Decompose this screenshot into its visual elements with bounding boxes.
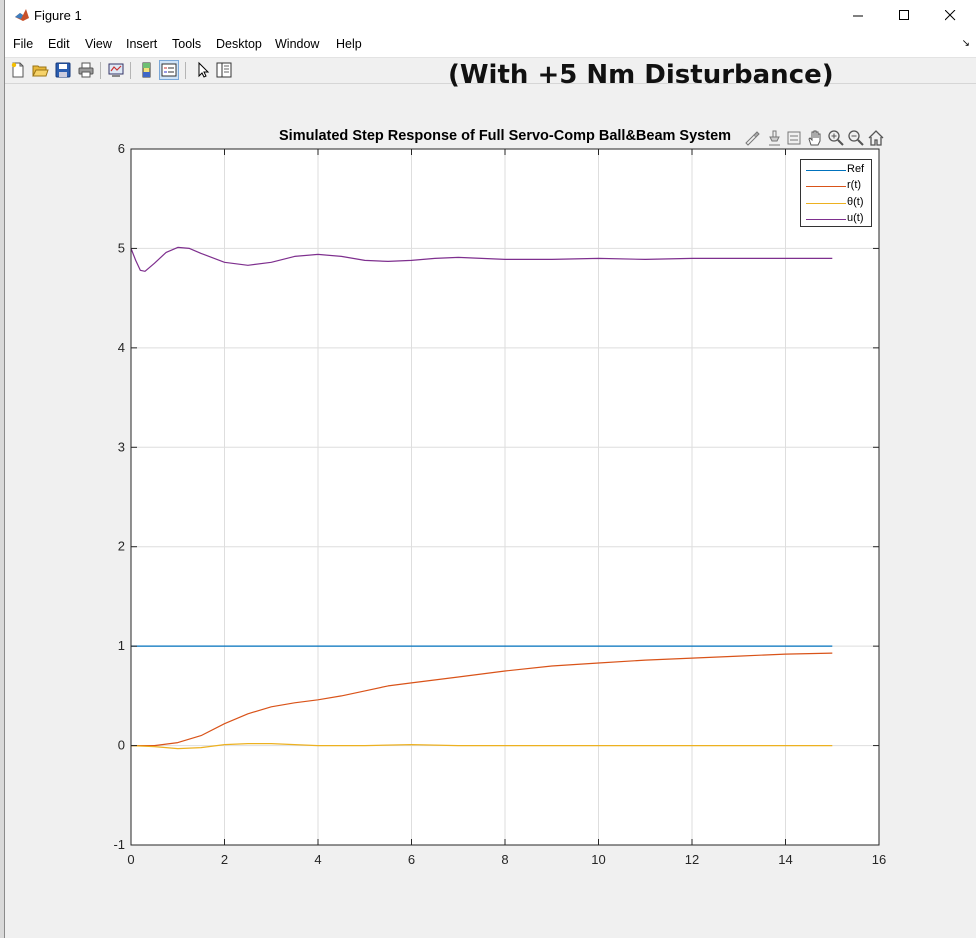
window-title: Figure 1 bbox=[34, 8, 82, 23]
export-icon[interactable] bbox=[785, 129, 803, 147]
toolbar-separator bbox=[100, 62, 101, 79]
home-icon[interactable] bbox=[867, 129, 885, 147]
title-bar: Figure 1 bbox=[5, 0, 976, 31]
menu-window[interactable]: Window bbox=[275, 37, 320, 51]
legend-entry: r(t) bbox=[801, 178, 871, 194]
figure-window: Figure 1 File Edit View Insert Tools Des… bbox=[4, 0, 976, 938]
matlab-icon bbox=[15, 9, 29, 21]
plot-title: Simulated Step Response of Full Servo-Co… bbox=[279, 128, 732, 144]
legend-icon[interactable] bbox=[159, 60, 179, 80]
legend-label: Ref bbox=[847, 163, 865, 175]
open-file-icon[interactable] bbox=[31, 61, 49, 79]
legend-label: u(t) bbox=[847, 212, 864, 224]
colorbar-icon[interactable] bbox=[138, 61, 156, 79]
axes-toolbar bbox=[743, 129, 885, 147]
menu-file[interactable]: File bbox=[13, 37, 34, 51]
menu-help[interactable]: Help bbox=[336, 37, 362, 51]
minimize-icon bbox=[852, 15, 863, 17]
pointer-icon[interactable] bbox=[194, 61, 212, 79]
legend-swatch-u bbox=[806, 219, 846, 220]
legend-entry: Ref bbox=[801, 162, 871, 178]
maximize-button[interactable] bbox=[881, 0, 927, 31]
save-icon[interactable] bbox=[54, 61, 72, 79]
legend-entry: u(t) bbox=[801, 211, 871, 227]
close-button[interactable] bbox=[927, 0, 973, 31]
close-icon bbox=[944, 10, 955, 21]
legend-label: θ(t) bbox=[847, 196, 864, 208]
legend-swatch-theta bbox=[806, 203, 846, 204]
new-figure-icon[interactable] bbox=[9, 61, 27, 79]
menu-tools[interactable]: Tools bbox=[172, 37, 202, 51]
zoom-out-icon[interactable] bbox=[847, 129, 865, 147]
menu-edit[interactable]: Edit bbox=[48, 37, 70, 51]
disturbance-annotation: (With +5 Nm Disturbance) bbox=[448, 60, 834, 90]
menu-desktop[interactable]: Desktop bbox=[216, 37, 262, 51]
brush-icon[interactable] bbox=[743, 129, 761, 147]
legend-label: r(t) bbox=[847, 179, 862, 191]
menu-view[interactable]: View bbox=[85, 37, 112, 51]
dock-figure-icon[interactable]: ↘ bbox=[961, 38, 970, 49]
maximize-icon bbox=[898, 10, 909, 20]
legend-swatch-r bbox=[806, 186, 846, 187]
data-tips-icon[interactable] bbox=[765, 129, 783, 147]
minimize-button[interactable] bbox=[835, 0, 881, 31]
toolbar-separator bbox=[130, 62, 131, 79]
menu-insert[interactable]: Insert bbox=[126, 37, 158, 51]
pan-icon[interactable] bbox=[806, 129, 824, 147]
background-window-strip bbox=[0, 0, 5, 938]
legend-swatch-ref bbox=[806, 170, 846, 171]
figure-toolbar bbox=[5, 58, 976, 84]
link-plot-icon[interactable] bbox=[107, 61, 125, 79]
print-icon[interactable] bbox=[77, 61, 95, 79]
property-inspector-icon[interactable] bbox=[215, 61, 233, 79]
zoom-in-icon[interactable] bbox=[827, 129, 845, 147]
toolbar-separator bbox=[185, 62, 186, 79]
legend-entry: θ(t) bbox=[801, 195, 871, 211]
legend[interactable]: Ref r(t) θ(t) u(t) bbox=[800, 159, 872, 227]
menu-bar: File Edit View Insert Tools Desktop Wind… bbox=[5, 31, 976, 58]
